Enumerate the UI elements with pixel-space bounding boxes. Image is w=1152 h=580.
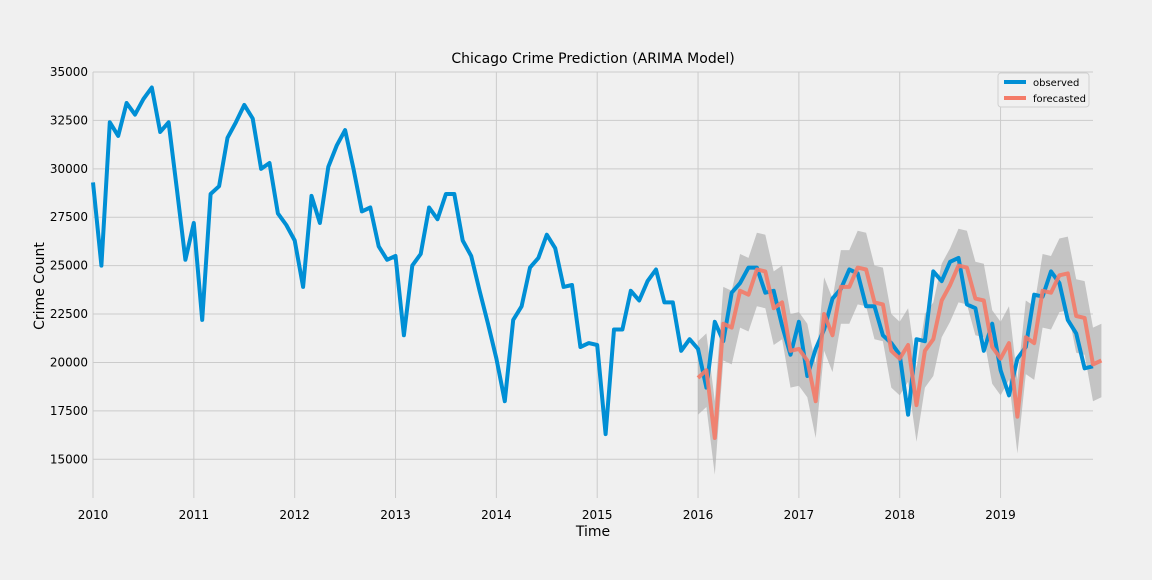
chart-title: Chicago Crime Prediction (ARIMA Model) — [451, 51, 734, 67]
legend: observed forecasted — [997, 72, 1090, 108]
y-tick-label: 30000 — [50, 162, 88, 176]
x-tick-label: 2017 — [784, 508, 815, 522]
y-tick-label: 17500 — [50, 404, 88, 418]
y-tick-label: 35000 — [50, 65, 88, 79]
x-tick-label: 2011 — [179, 508, 210, 522]
x-tick-label: 2010 — [78, 508, 109, 522]
x-axis-label: Time — [575, 524, 610, 540]
series-lines — [91, 85, 1103, 440]
y-tick-label: 25000 — [50, 259, 88, 273]
legend-label-observed: observed — [1033, 78, 1079, 89]
series-line-observed — [91, 85, 1094, 437]
y-tick-label: 32500 — [50, 113, 88, 127]
series-line-forecasted — [696, 263, 1103, 440]
x-tick-label: 2018 — [884, 508, 915, 522]
y-axis-label: Crime Count — [32, 242, 48, 330]
y-ticks: 15000 17500 20000 22500 25000 27500 30000 32500… — [50, 65, 88, 466]
y-tick-label: 22500 — [50, 307, 88, 321]
legend-label-forecasted: forecasted — [1033, 94, 1086, 105]
y-tick-label: 15000 — [50, 452, 88, 466]
x-ticks: 2010 2011 2012 2013 2014 2015 2016 2017 2018 2019 — [78, 508, 1016, 522]
x-tick-label: 2015 — [582, 508, 613, 522]
x-tick-label: 2013 — [380, 508, 411, 522]
x-tick-label: 2012 — [279, 508, 310, 522]
x-tick-label: 2019 — [985, 508, 1016, 522]
x-tick-label: 2016 — [683, 508, 714, 522]
x-tick-label: 2014 — [481, 508, 512, 522]
y-tick-label: 20000 — [50, 355, 88, 369]
y-tick-label: 27500 — [50, 210, 88, 224]
